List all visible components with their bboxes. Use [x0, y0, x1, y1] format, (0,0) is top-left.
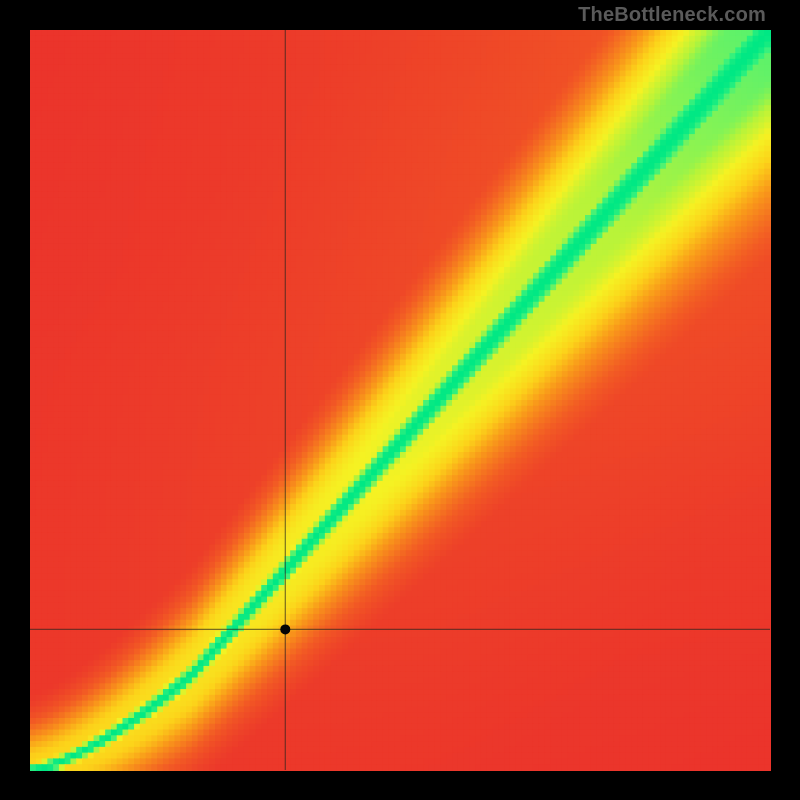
- watermark-label: TheBottleneck.com: [578, 4, 766, 27]
- bottleneck-heatmap: [0, 0, 800, 800]
- chart-stage: TheBottleneck.com: [0, 0, 800, 800]
